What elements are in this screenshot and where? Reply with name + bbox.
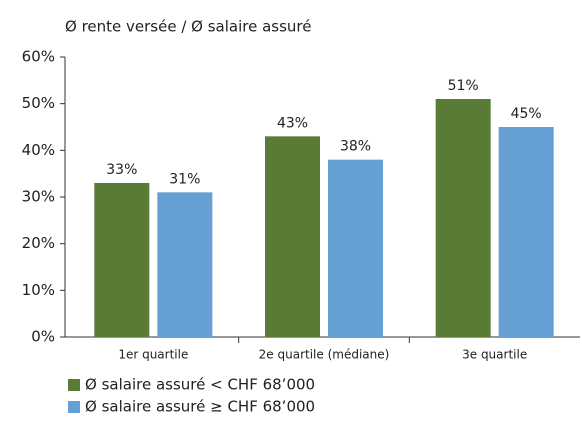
y-tick-label: 0% [31, 328, 55, 346]
value-label: 43% [277, 115, 308, 131]
x-tick-label: 2e quartile (médiane) [259, 348, 390, 362]
bar [157, 192, 213, 337]
y-tick-label: 40% [22, 141, 55, 159]
bar [328, 159, 383, 337]
value-label: 33% [106, 162, 137, 178]
chart-title: Ø rente versée / Ø salaire assuré [65, 18, 312, 36]
y-tick-label: 60% [22, 48, 55, 66]
legend-swatch [68, 379, 80, 391]
y-tick-label: 10% [22, 281, 55, 299]
value-label: 51% [448, 78, 479, 94]
x-tick-label: 1er quartile [118, 348, 188, 362]
legend-label: Ø salaire assuré < CHF 68’000 [85, 376, 315, 394]
value-label: 31% [169, 171, 200, 187]
legend-swatch [68, 401, 80, 413]
value-label: 38% [340, 139, 371, 155]
x-tick-label: 3e quartile [462, 348, 527, 362]
bar [265, 136, 320, 337]
bar [94, 183, 150, 337]
legend-label: Ø salaire assuré ≥ CHF 68’000 [85, 398, 315, 416]
y-tick-label: 50% [22, 94, 55, 112]
bar [435, 99, 491, 337]
bar [498, 127, 554, 337]
value-label: 45% [511, 106, 542, 122]
y-tick-label: 30% [22, 188, 55, 206]
y-tick-label: 20% [22, 234, 55, 252]
